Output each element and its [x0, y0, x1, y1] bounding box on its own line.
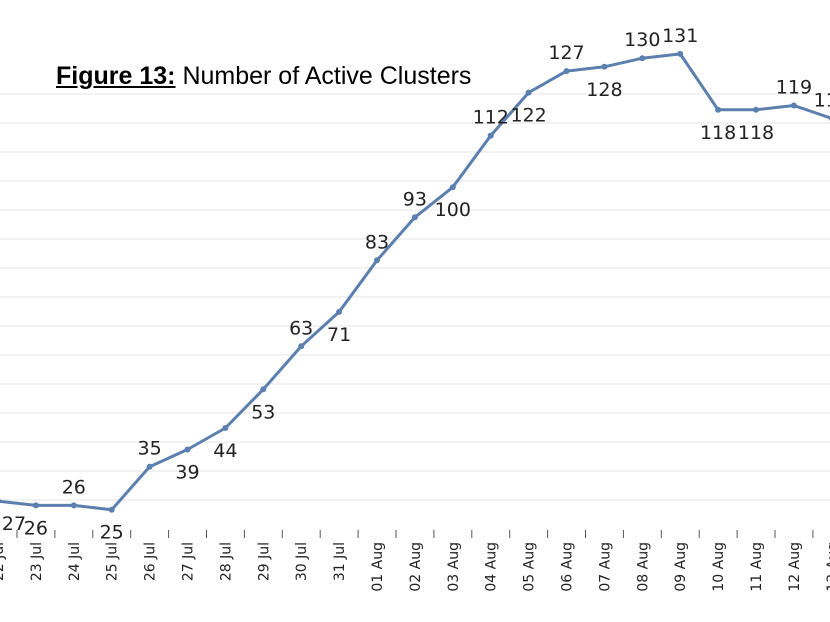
x-tick-label: 10 Aug [711, 542, 727, 592]
data-label: 39 [175, 462, 199, 484]
data-points [0, 50, 830, 513]
data-label: 100 [435, 199, 471, 221]
data-label: 112 [473, 107, 509, 129]
data-point [298, 343, 305, 350]
x-tick-label: 22 Jul [0, 542, 7, 581]
x-tick-label: 09 Aug [673, 542, 689, 592]
data-label: 93 [403, 188, 427, 210]
figure-title-text: Number of Active Clusters [182, 62, 472, 90]
data-point [0, 498, 1, 504]
x-tick-label: 24 Jul [67, 542, 83, 581]
data-label: 118 [700, 122, 736, 144]
data-point [487, 132, 494, 139]
data-point [449, 184, 456, 191]
x-tick-label: 30 Jul [294, 542, 310, 581]
x-tick-label: 28 Jul [218, 542, 234, 581]
data-label: 119 [776, 77, 812, 99]
data-label: 44 [213, 440, 237, 462]
data-point [790, 102, 797, 109]
data-point [411, 214, 418, 221]
x-tick-label: 03 Aug [446, 542, 462, 592]
data-label: 122 [510, 105, 546, 127]
data-point [753, 106, 759, 113]
x-tick-label: 29 Jul [256, 542, 272, 581]
x-tick-label: 25 Jul [105, 542, 121, 581]
data-point [184, 446, 191, 453]
data-label: 53 [251, 401, 275, 423]
data-label: 35 [138, 438, 162, 460]
data-label: 25 [100, 522, 124, 544]
data-label: 131 [662, 25, 698, 47]
data-point [146, 463, 153, 470]
data-label: 63 [289, 317, 313, 339]
x-tick-label: 26 Jul [143, 542, 159, 581]
x-tick-label: 23 Jul [29, 542, 45, 581]
data-point [374, 257, 380, 264]
data-point [108, 506, 115, 513]
data-point [639, 55, 646, 62]
x-tick-label: 27 Jul [181, 542, 197, 581]
x-tick-label: 07 Aug [597, 542, 613, 592]
data-point [222, 425, 229, 431]
data-point [601, 63, 608, 70]
data-label: 27 [2, 513, 26, 535]
data-point [336, 308, 343, 315]
data-label: 83 [365, 231, 389, 253]
data-point [563, 68, 570, 75]
data-point [525, 89, 532, 96]
data-label: 116 [814, 89, 830, 111]
gridlines [0, 93, 830, 501]
x-tick-label: 02 Aug [408, 542, 424, 592]
x-tick-label: 31 Jul [332, 542, 348, 581]
data-label: 71 [327, 324, 351, 346]
data-label: 26 [62, 476, 86, 498]
figure-label: Figure 13: [56, 62, 176, 90]
data-label: 128 [586, 79, 622, 101]
x-tick-label: 04 Aug [484, 542, 500, 592]
data-point [260, 386, 267, 393]
data-point [677, 50, 684, 57]
x-axis-ticks: 22 Jul 23 Jul 24 Jul 25 Jul 26 Jul 27 Jul 28 J… [0, 530, 830, 592]
x-tick-label: 12 Aug [787, 542, 803, 592]
x-tick-label: 11 Aug [749, 542, 765, 592]
data-point [32, 502, 39, 509]
data-label: 26 [24, 517, 48, 539]
x-tick-label: 05 Aug [522, 542, 538, 592]
data-label: 130 [624, 29, 660, 51]
x-tick-label: 01 Aug [370, 542, 386, 592]
data-label: 127 [548, 42, 584, 64]
x-tick-label: 06 Aug [560, 542, 576, 592]
x-tick-label: 08 Aug [635, 542, 651, 592]
data-point [70, 502, 77, 509]
data-label: 118 [738, 122, 774, 144]
figure-title: Figure 13: Number of Active Clusters [56, 62, 471, 91]
x-tick-label: 13 Aug [825, 542, 830, 592]
data-point [715, 106, 722, 113]
